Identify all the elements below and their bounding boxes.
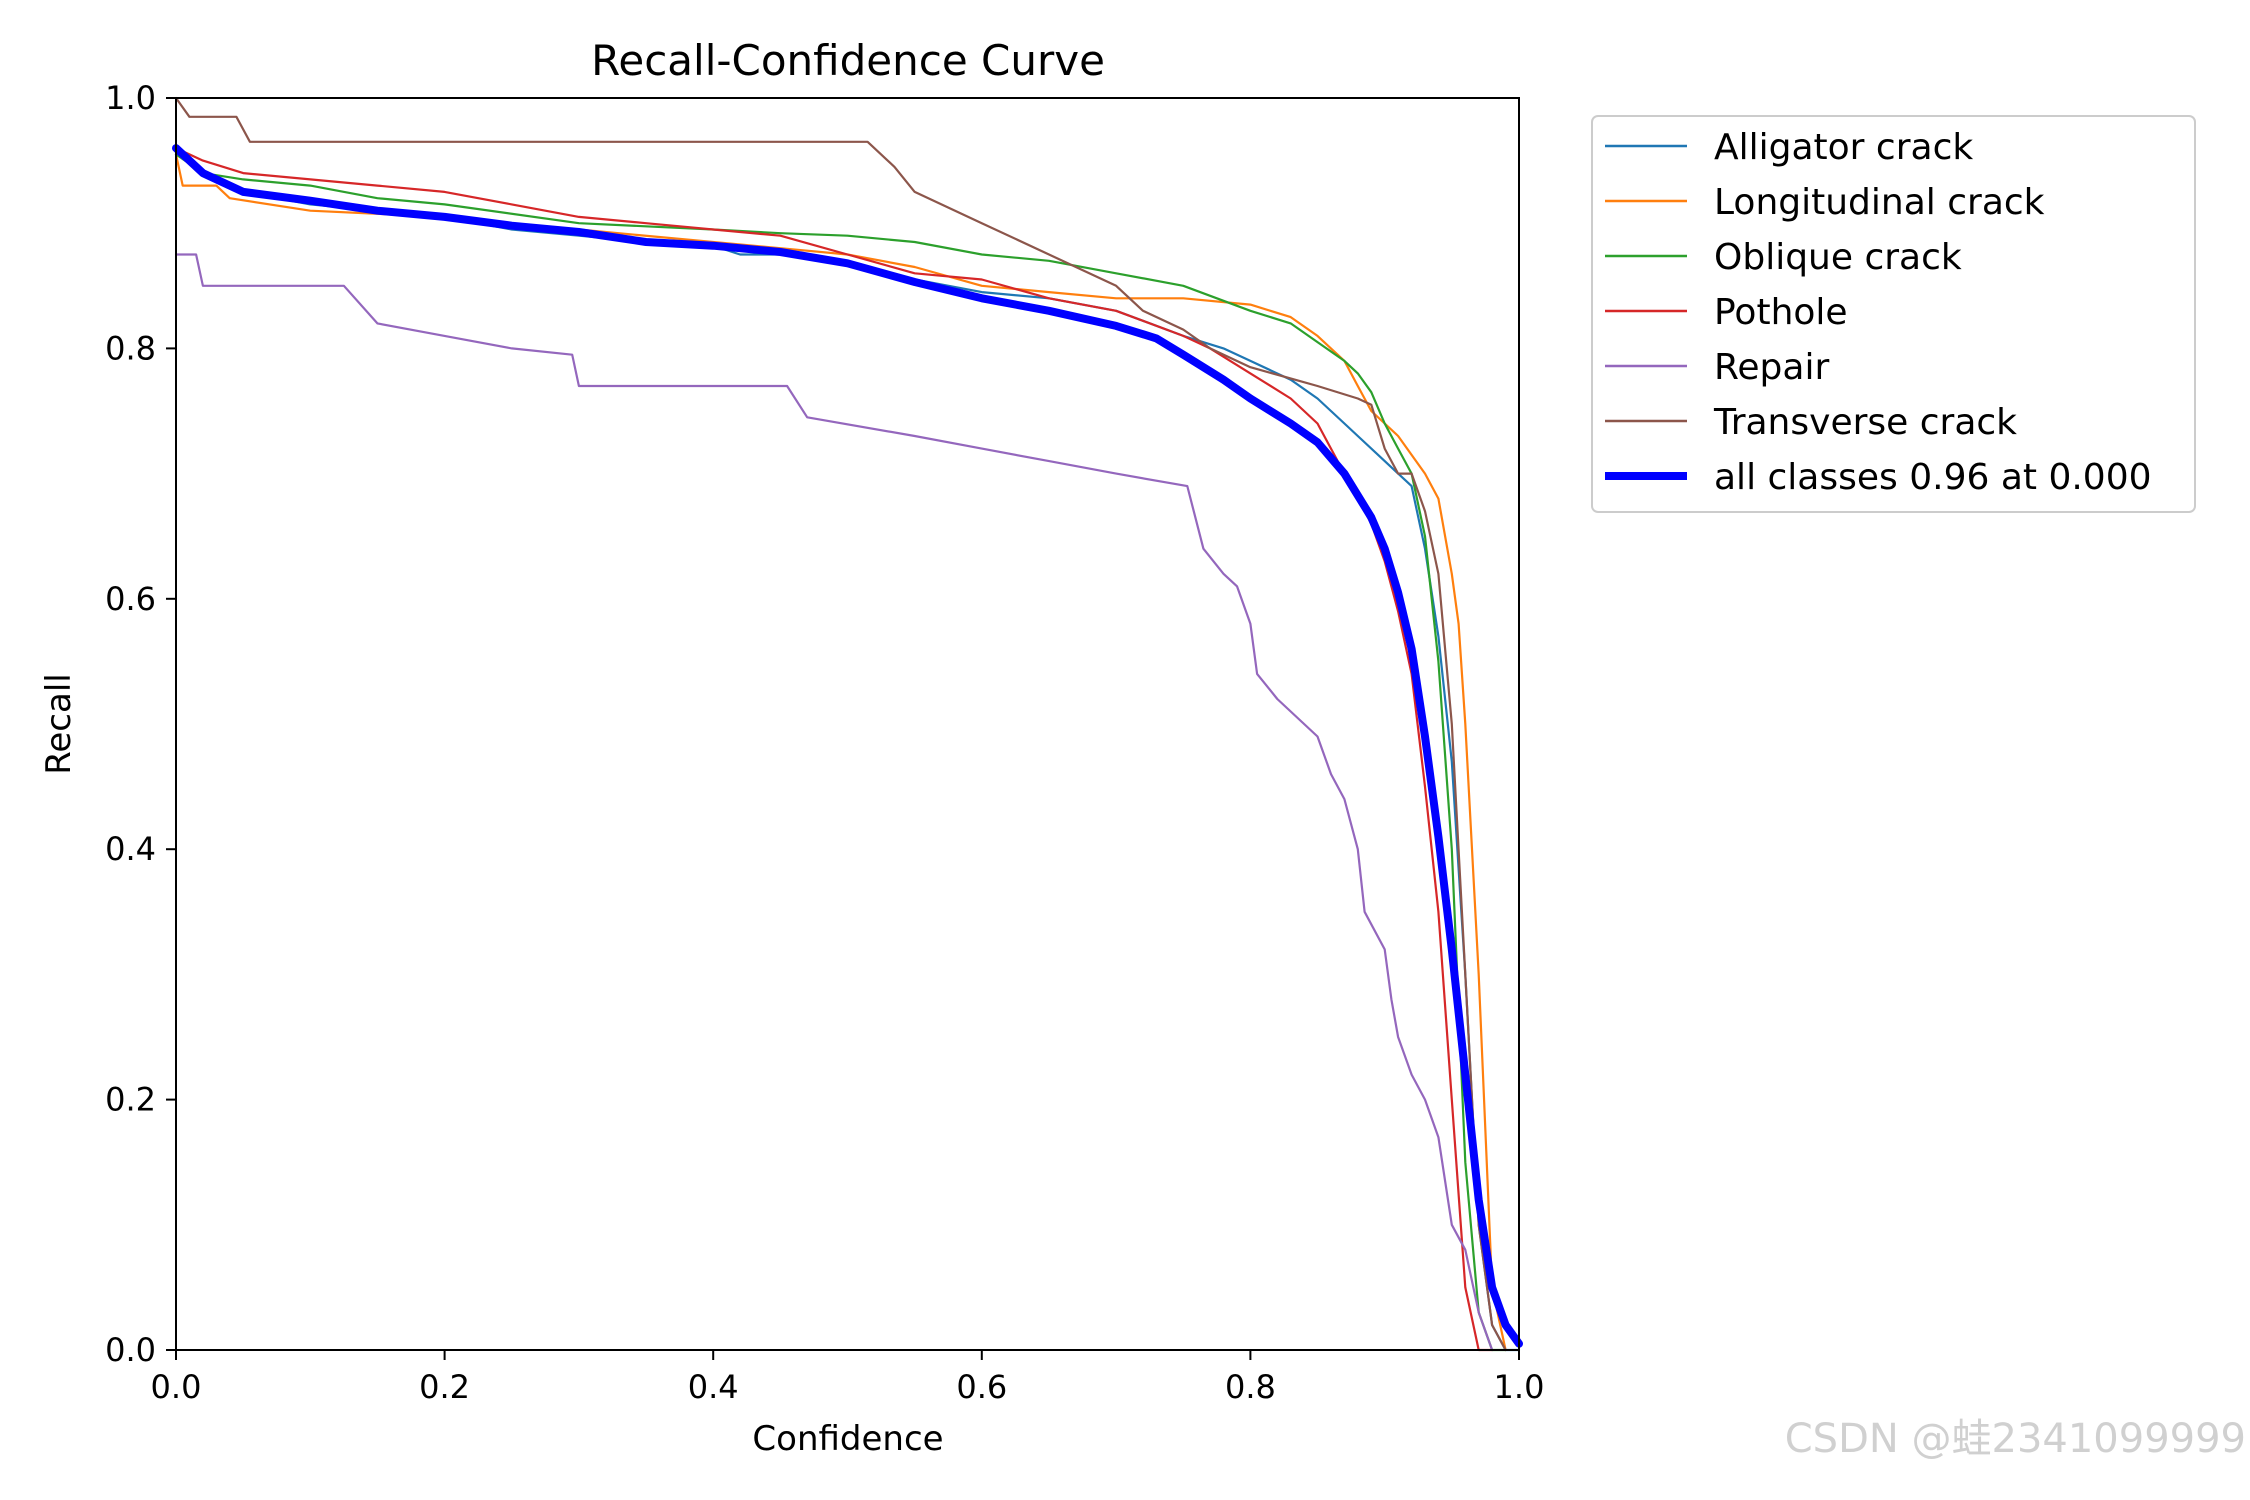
- x-tick-label: 0.8: [1225, 1368, 1276, 1406]
- legend-label-repair: Repair: [1714, 347, 1829, 388]
- y-tick-label: 0.4: [105, 830, 156, 868]
- watermark: CSDN @蛙2341099999: [1784, 1416, 2246, 1462]
- plot-area: [172, 96, 1523, 1352]
- x-axis: 0.0 0.2 0.4 0.6 0.8 1.0: [151, 1350, 1545, 1406]
- y-tick-label: 1.0: [105, 79, 156, 117]
- x-tick-label: 0.6: [956, 1368, 1007, 1406]
- series-line-oblique-crack: [174, 153, 1507, 1352]
- y-tick-label: 0.8: [105, 329, 156, 367]
- x-tick-label: 0.2: [419, 1368, 470, 1406]
- y-axis-label: Recall: [39, 673, 79, 774]
- legend-box: [1591, 115, 2196, 513]
- y-tick-label: 0.2: [105, 1081, 156, 1119]
- legend: Alligator crack Longitudinal crack Oblique…: [1591, 115, 2196, 513]
- series-line-all-classes-0-96-at-0-000: [172, 144, 1523, 1348]
- x-axis-label: Confidence: [752, 1419, 943, 1459]
- x-tick-label: 0.0: [151, 1368, 202, 1406]
- series-line-transverse-crack: [174, 96, 1507, 1352]
- legend-label-longitudinal-crack: Longitudinal crack: [1714, 182, 2045, 223]
- legend-label-oblique-crack: Oblique crack: [1714, 237, 1962, 278]
- legend-label-pothole: Pothole: [1714, 292, 1848, 333]
- legend-label-all-classes-0-96-at-0-000: all classes 0.96 at 0.000: [1714, 457, 2152, 498]
- series-line-repair: [174, 253, 1494, 1352]
- y-tick-label: 0.0: [105, 1331, 156, 1369]
- legend-label-alligator-crack: Alligator crack: [1714, 127, 1973, 168]
- x-tick-label: 0.4: [688, 1368, 739, 1406]
- y-axis: 0.0 0.2 0.4 0.6 0.8 1.0: [105, 79, 176, 1369]
- axes-frame: [175, 97, 1520, 1351]
- y-tick-label: 0.6: [105, 580, 156, 618]
- chart-title: Recall-Confidence Curve: [591, 36, 1105, 85]
- x-tick-label: 1.0: [1494, 1368, 1545, 1406]
- series-line-pothole: [174, 147, 1494, 1352]
- legend-label-transverse-crack: Transverse crack: [1713, 402, 2017, 443]
